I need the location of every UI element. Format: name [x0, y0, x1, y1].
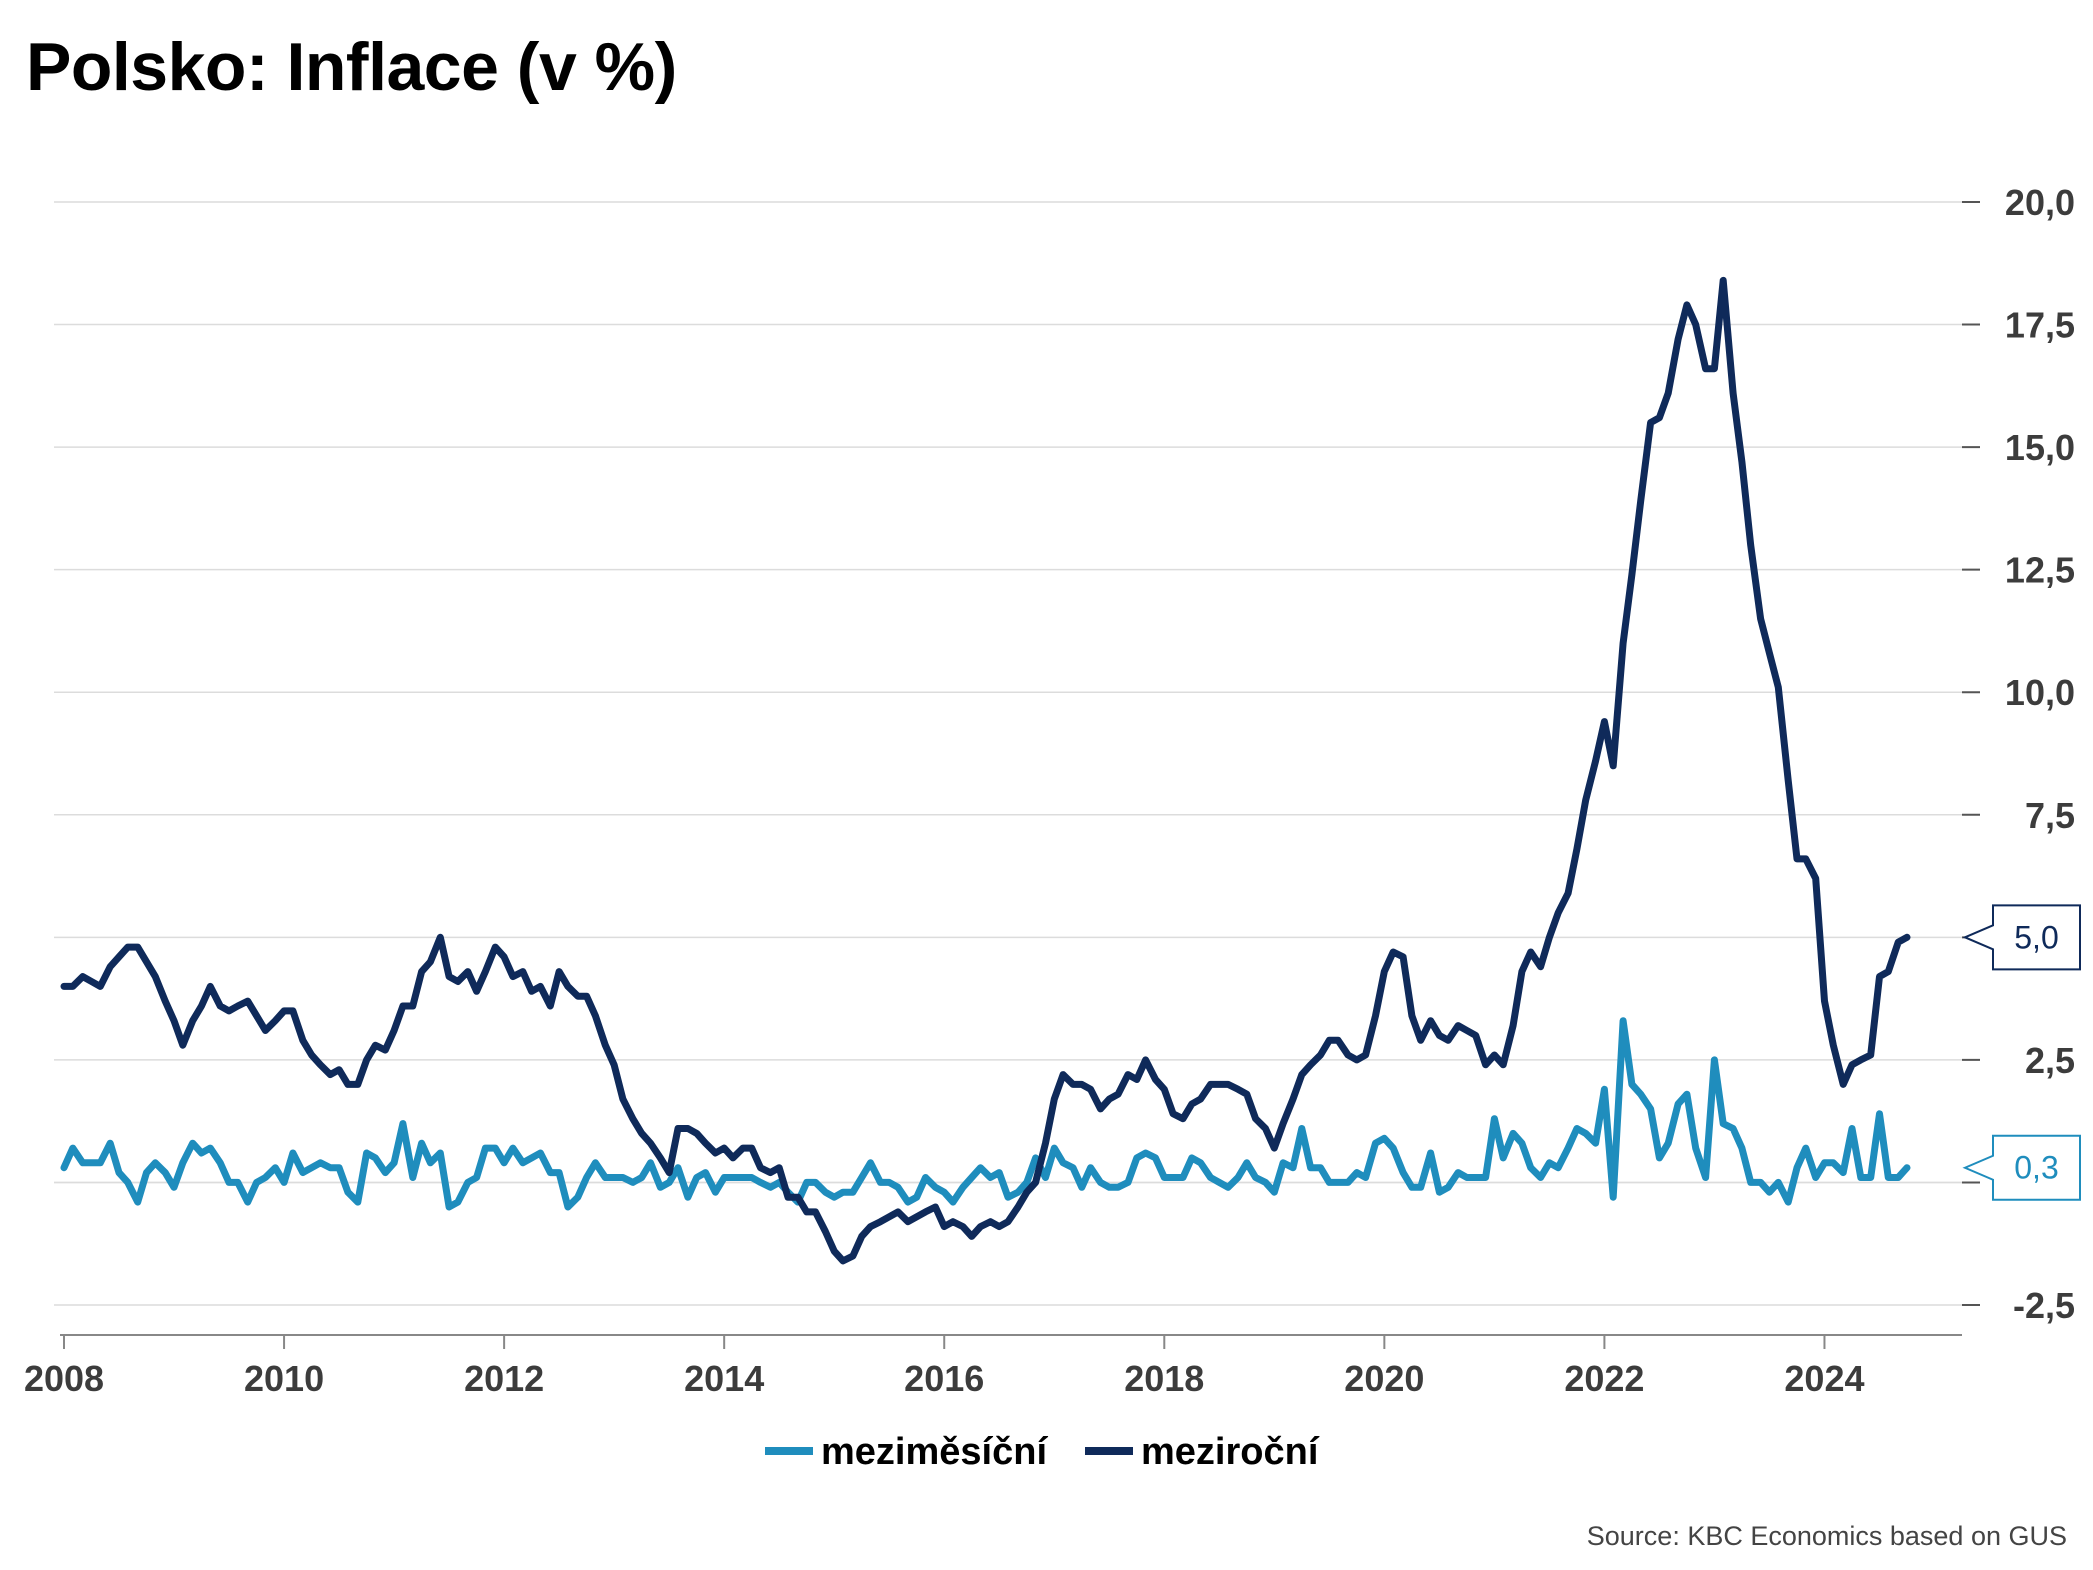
- y-tick-label: 15,0: [2005, 427, 2075, 468]
- y-tick-label: 7,5: [2025, 795, 2075, 836]
- x-tick-label: 2012: [464, 1358, 544, 1399]
- x-tick-label: 2014: [684, 1358, 764, 1399]
- x-tick-label: 2020: [1344, 1358, 1424, 1399]
- y-tick-label: 2,5: [2025, 1040, 2075, 1081]
- series-line-yoy: [60, 276, 1911, 1265]
- x-tick-label: 2008: [24, 1358, 104, 1399]
- callout-box: [1962, 904, 2081, 971]
- source-note: Source: KBC Economics based on GUS: [1586, 1521, 2067, 1551]
- callout-box: [1962, 1134, 2081, 1201]
- legend-label-mom: meziměsíční: [821, 1431, 1048, 1473]
- y-tick-label: 12,5: [2005, 550, 2075, 591]
- series-lines: [60, 276, 1911, 1265]
- last-value-callouts: 0,3 5,0: [1962, 904, 2081, 1201]
- x-tick-label: 2024: [1784, 1358, 1864, 1399]
- series-line-mom: [60, 1017, 1911, 1211]
- gridlines: [54, 201, 1962, 1306]
- legend: meziměsíční meziroční: [765, 1431, 1320, 1473]
- x-tick-label: 2022: [1564, 1358, 1644, 1399]
- callout-value: 5,0: [2014, 919, 2058, 955]
- x-axis: 2008 2010 2012 2014 2016 2018 2020 2022 2024: [24, 1334, 1962, 1399]
- y-tick-label: -2,5: [2013, 1285, 2075, 1326]
- x-tick-label: 2016: [904, 1358, 984, 1399]
- legend-label-yoy: meziroční: [1141, 1431, 1320, 1473]
- y-tick-label: 10,0: [2005, 672, 2075, 713]
- x-tick-label: 2018: [1124, 1358, 1204, 1399]
- chart-title: Polsko: Inflace (v %): [26, 29, 677, 105]
- x-tick-label: 2010: [244, 1358, 324, 1399]
- y-tick-label: 20,0: [2005, 182, 2075, 223]
- y-tick-label: 17,5: [2005, 305, 2075, 346]
- callout-value: 0,3: [2014, 1150, 2058, 1186]
